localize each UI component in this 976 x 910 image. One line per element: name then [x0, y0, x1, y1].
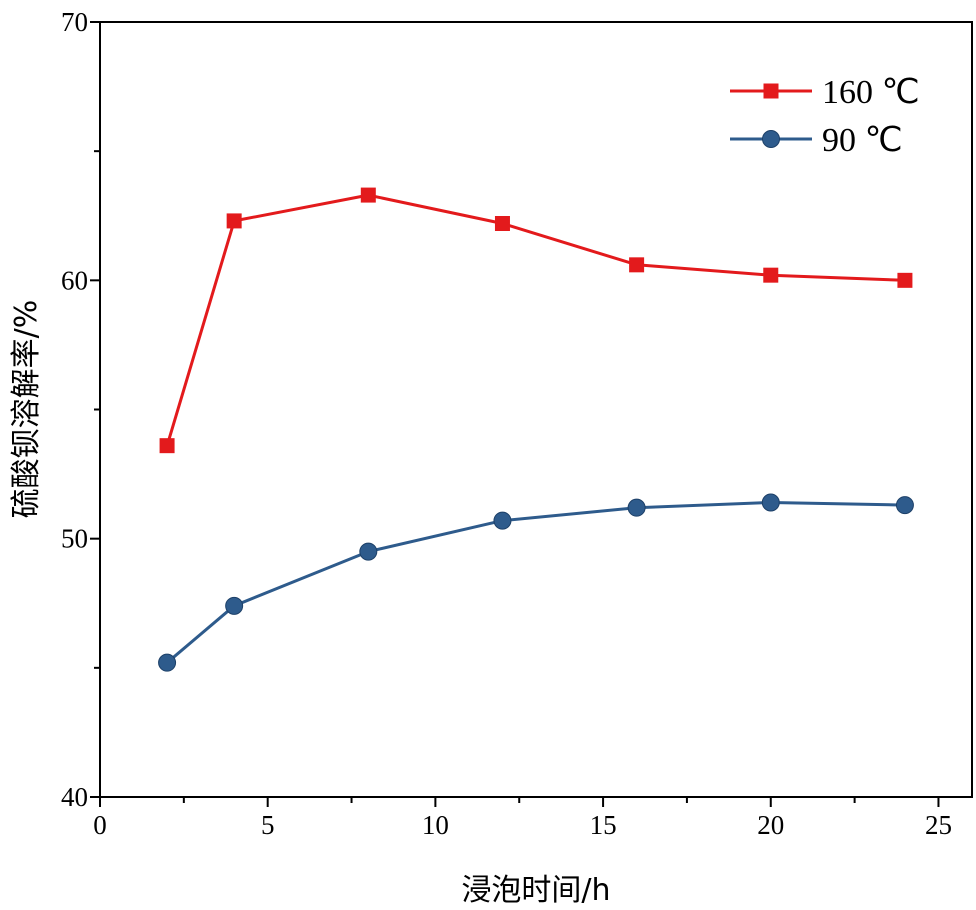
- legend-label: 90 ℃: [822, 122, 903, 159]
- series-160c: [159, 187, 913, 454]
- legend: 160 ℃ 90 ℃: [730, 74, 920, 159]
- data-point: [897, 272, 913, 288]
- series-90c: [158, 493, 914, 672]
- x-tick-label: 10: [422, 810, 449, 840]
- data-point: [627, 498, 646, 517]
- series-line: [165, 193, 905, 447]
- x-axis-title: 浸泡时间/h: [461, 873, 610, 908]
- data-point: [225, 596, 244, 615]
- y-tick-label: 40: [61, 782, 88, 812]
- data-point: [629, 257, 645, 273]
- legend-label: 160 ℃: [822, 74, 920, 111]
- x-tick-label: 20: [757, 810, 784, 840]
- y-tick-label: 70: [61, 7, 88, 37]
- legend-item: 160 ℃: [730, 74, 920, 111]
- data-point: [761, 493, 780, 512]
- data-point: [895, 496, 914, 515]
- legend-swatch-marker: [763, 83, 779, 99]
- y-tick-label: 50: [61, 524, 88, 554]
- series-layer: [158, 187, 914, 672]
- y-tick-label: 60: [61, 265, 88, 295]
- data-point: [493, 511, 512, 530]
- x-tick-label: 15: [590, 810, 617, 840]
- data-point: [763, 267, 779, 283]
- legend-swatch-marker: [762, 130, 780, 148]
- x-tick-label: 5: [261, 810, 275, 840]
- data-point: [494, 216, 510, 231]
- legend-item: 90 ℃: [730, 122, 903, 159]
- y-axis-title: 硫酸钡溶解率/%: [9, 300, 44, 519]
- data-point: [159, 438, 175, 454]
- x-tick-label: 25: [925, 810, 952, 840]
- axis-ticks: 0 5 10 15 20 25 40 50 60 70: [61, 7, 952, 840]
- data-point: [158, 653, 177, 672]
- data-point: [226, 213, 242, 229]
- data-point: [360, 187, 376, 203]
- series-line: [166, 501, 905, 664]
- x-tick-label: 0: [93, 810, 107, 840]
- data-point: [359, 542, 378, 561]
